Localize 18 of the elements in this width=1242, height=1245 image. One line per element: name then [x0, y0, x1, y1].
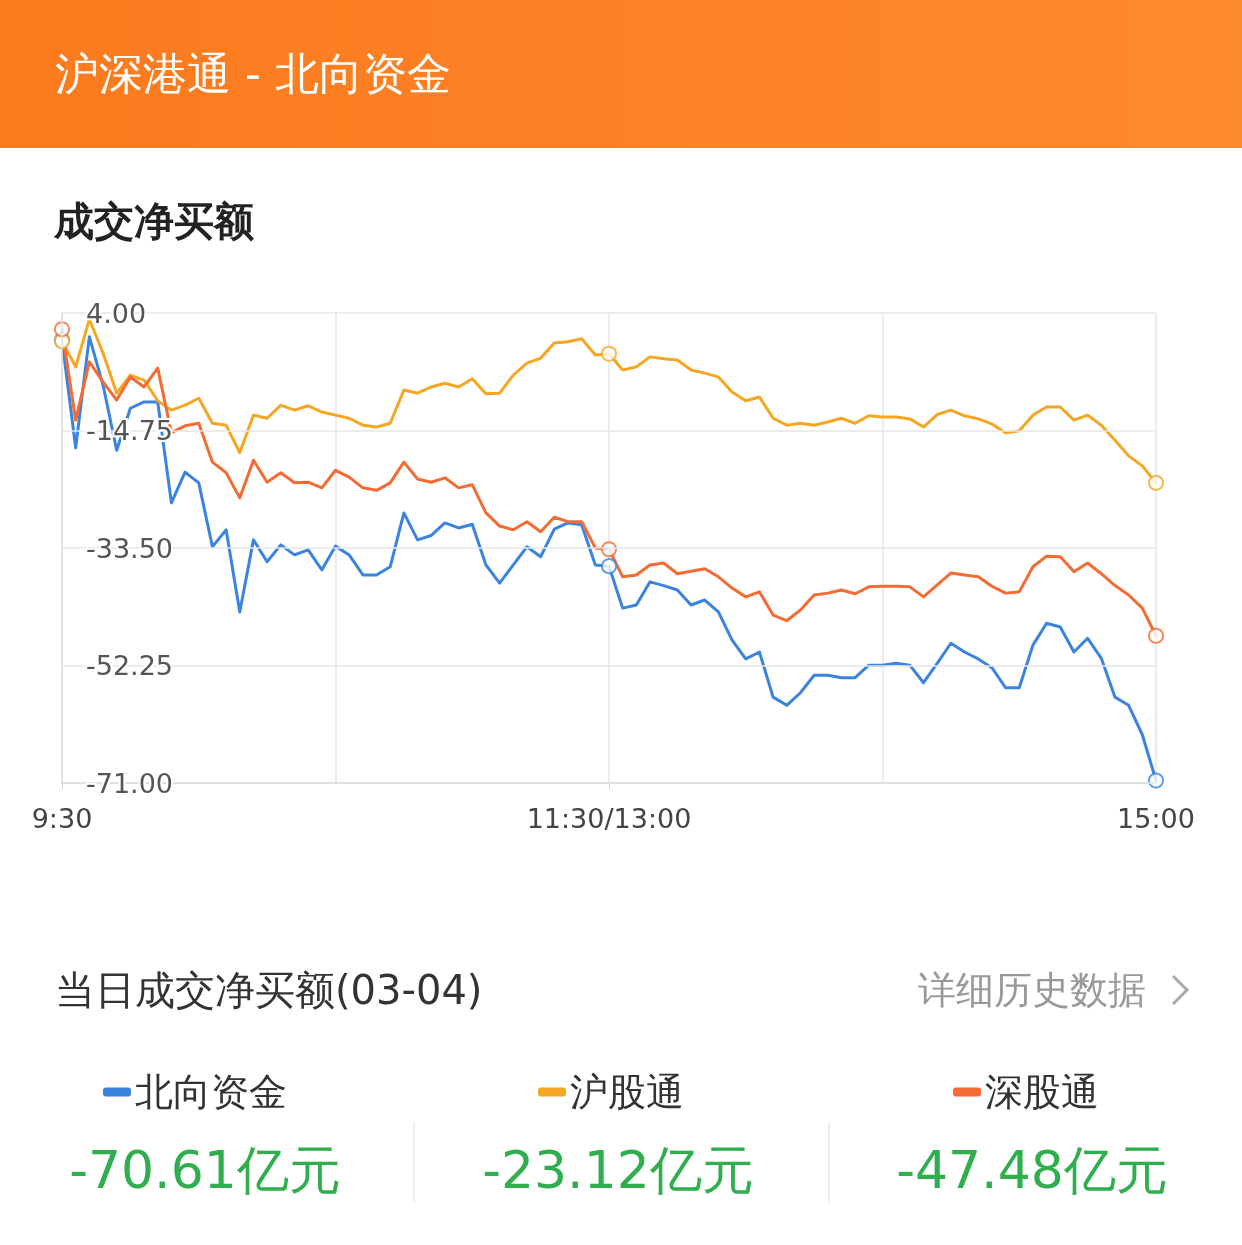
text: -70.61亿元 [68, 1139, 342, 1202]
y-tick-label: 4.00 [86, 297, 147, 329]
x-tick-label: 15:00 [1117, 803, 1195, 834]
legend-label: 沪股通 [570, 1070, 684, 1114]
legend-label: 北向资金 [135, 1070, 287, 1114]
chart-subtitle: 成交净买额 [54, 197, 254, 246]
text: -23.12亿元 [481, 1139, 755, 1202]
y-tick-label: -71.00 [86, 767, 174, 799]
y-tick-label: -14.75 [86, 415, 174, 446]
text: -47.48亿元 [895, 1139, 1169, 1202]
chart-title: 沪深港通 - 北向资金 [55, 47, 451, 101]
x-tick-label: 9:30 [31, 803, 93, 834]
legend-label: 深股通 [985, 1070, 1099, 1114]
x-tick-label: 11:30/13:00 [526, 803, 692, 834]
y-tick-label: -52.25 [86, 650, 174, 681]
text: 详细历史数据 [918, 967, 1146, 1014]
text: 当日成交净买额(03-04) [55, 966, 483, 1015]
y-tick-label: -33.50 [86, 532, 174, 564]
